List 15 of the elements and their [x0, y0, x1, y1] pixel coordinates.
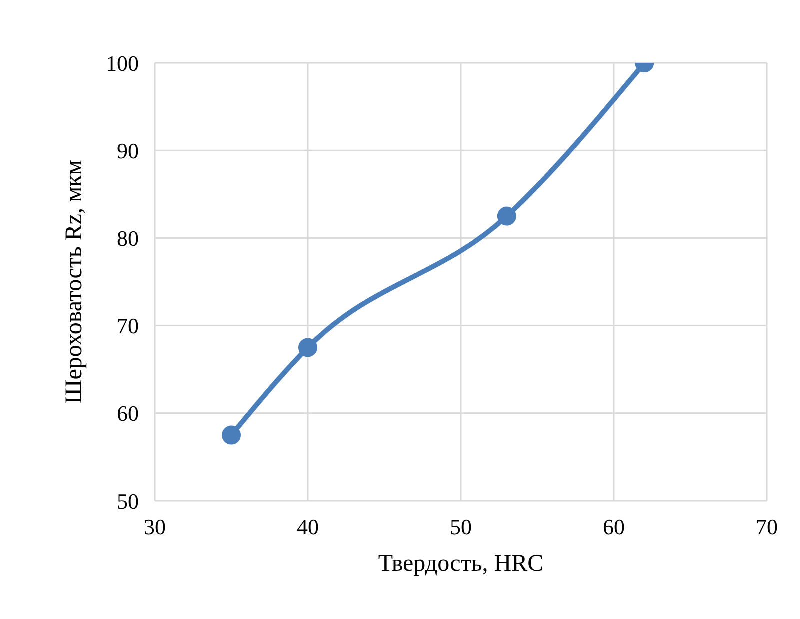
x-tick-label: 50: [450, 514, 472, 540]
y-tick-label: 100: [106, 50, 139, 76]
point: [298, 338, 318, 358]
x-tick-label: 70: [756, 514, 778, 540]
x-tick-label: 60: [603, 514, 625, 540]
y-tick-label: 80: [117, 226, 139, 252]
y-tick-label: 70: [117, 314, 139, 339]
x-axis-title: Твердость, HRC: [378, 551, 544, 577]
y-tick-label: 90: [117, 138, 139, 164]
x-tick-label: 40: [297, 514, 319, 540]
point: [222, 426, 241, 445]
y-tick-label: 50: [117, 488, 139, 514]
x-tick-label: 30: [144, 514, 166, 540]
y-tick-label: 60: [117, 401, 139, 426]
y-axis-title: Шероховатость Rz, мкм: [62, 160, 88, 404]
